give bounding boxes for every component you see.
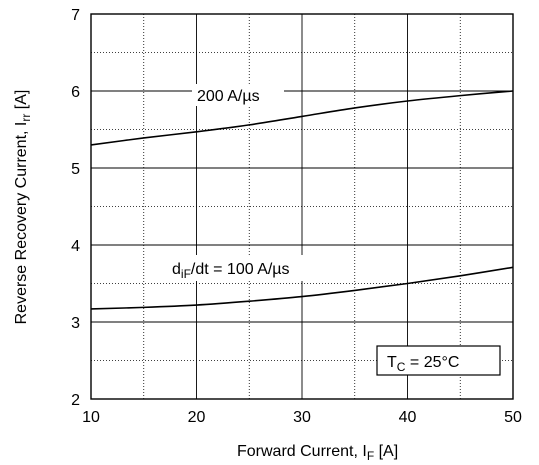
y-tick-labels: 2 3 4 5 6 7 [71,7,80,409]
plot-frame [90,13,514,400]
y-tick-label: 5 [71,161,80,178]
series-2-label: diF/dt = 100 A/µs [172,261,290,281]
series-1-label: 200 A/µs [197,88,260,105]
grid [91,14,513,399]
y-axis-title: Reverse Recovery Current, Irr [A] [13,90,33,325]
y-tick-label: 4 [71,238,80,255]
series-1-line [90,90,514,146]
temperature-annotation: TC = 25°C [387,354,459,374]
x-tick-label: 30 [293,409,311,426]
series-2-line [90,266,514,310]
x-tick-labels: 10 20 30 40 50 [82,409,522,426]
y-tick-label: 6 [71,84,80,101]
y-tick-label: 7 [71,7,80,24]
y-tick-label: 2 [71,392,80,409]
x-tick-label: 10 [82,409,100,426]
temperature-box [376,345,501,376]
curves [90,90,514,310]
series-2-label-bg [167,255,337,281]
y-tick-label: 3 [71,315,80,332]
series-1-label-bg [192,84,284,106]
x-axis-title: Forward Current, IF [A] [237,443,398,463]
x-tick-label: 40 [399,409,417,426]
x-tick-label: 50 [504,409,522,426]
x-tick-label: 20 [188,409,206,426]
